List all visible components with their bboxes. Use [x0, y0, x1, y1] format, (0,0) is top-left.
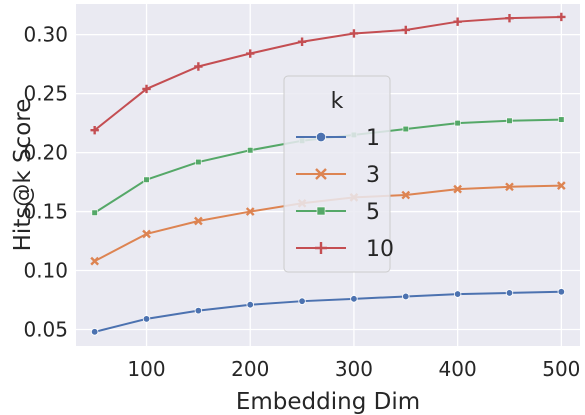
x-tick-label: 500	[542, 357, 580, 381]
data-point-3	[90, 256, 100, 266]
data-point-1	[246, 300, 254, 309]
legend-marker	[315, 131, 327, 143]
legend-marker	[315, 242, 327, 254]
data-point-10	[90, 125, 99, 135]
tick-labels: 100 200 300 400 500 0.05 0.10 0.15 0.20 0.25 0.30	[23, 23, 580, 381]
data-point-3	[401, 190, 411, 200]
data-point-1	[557, 288, 566, 296]
data-point-5	[91, 209, 98, 216]
y-tick-label: 0.20	[23, 141, 68, 165]
data-point-10	[453, 17, 462, 26]
data-point-10	[297, 37, 307, 46]
data-point-5	[402, 125, 409, 133]
data-point-3	[194, 216, 203, 226]
legend-marker	[316, 206, 326, 216]
legend-label: 5	[366, 200, 380, 225]
x-tick-label: 400	[439, 357, 477, 381]
data-point-5	[247, 147, 254, 154]
legend-title: k	[331, 89, 344, 114]
y-tick-label: 0.10	[23, 259, 68, 283]
data-point-1	[194, 306, 203, 315]
series-10	[90, 12, 566, 135]
x-tick-label: 200	[231, 357, 269, 381]
data-point-1	[402, 292, 410, 301]
data-point-1	[505, 289, 514, 297]
data-point-10	[194, 62, 203, 71]
data-point-10	[505, 13, 514, 23]
data-point-1	[453, 290, 462, 298]
series-line-10	[94, 15, 562, 131]
data-point-5	[558, 116, 565, 123]
legend-item-5: 5	[296, 200, 380, 225]
data-point-5	[454, 120, 461, 127]
legend-item-10: 10	[296, 237, 394, 262]
data-point-1	[350, 295, 358, 303]
data-point-10	[557, 12, 566, 22]
legend-label: 10	[366, 237, 394, 262]
data-point-1	[298, 297, 306, 305]
data-point-3	[245, 207, 255, 216]
data-point-1	[142, 315, 151, 323]
data-point-5	[506, 117, 513, 124]
legend-marker	[315, 168, 327, 180]
data-point-3	[142, 229, 151, 239]
y-axis-label: Hits@k Score	[10, 99, 36, 252]
data-point-10	[349, 29, 359, 38]
data-point-3	[505, 182, 514, 192]
x-tick-label: 300	[335, 357, 373, 381]
data-point-5	[195, 158, 202, 166]
data-point-1	[90, 328, 99, 336]
data-point-10	[401, 25, 410, 35]
legend-item-1: 1	[296, 126, 380, 151]
legend-label: 3	[366, 163, 380, 188]
series-line-1	[94, 290, 562, 333]
series-1	[90, 288, 566, 336]
data-point-3	[556, 181, 566, 190]
y-tick-label: 0.30	[23, 23, 68, 47]
legend-item-3: 3	[296, 163, 380, 188]
y-tick-label: 0.15	[23, 200, 68, 224]
data-point-10	[246, 49, 255, 58]
x-axis-label: Embedding Dim	[236, 389, 420, 415]
x-tick-label: 100	[127, 357, 165, 381]
legend-label: 1	[366, 126, 380, 151]
data-point-3	[453, 184, 462, 194]
y-tick-label: 0.25	[23, 82, 68, 106]
legend: k1 3 5 10	[283, 75, 394, 273]
data-point-5	[143, 176, 150, 183]
y-tick-label: 0.05	[23, 317, 68, 341]
data-point-10	[142, 84, 151, 94]
